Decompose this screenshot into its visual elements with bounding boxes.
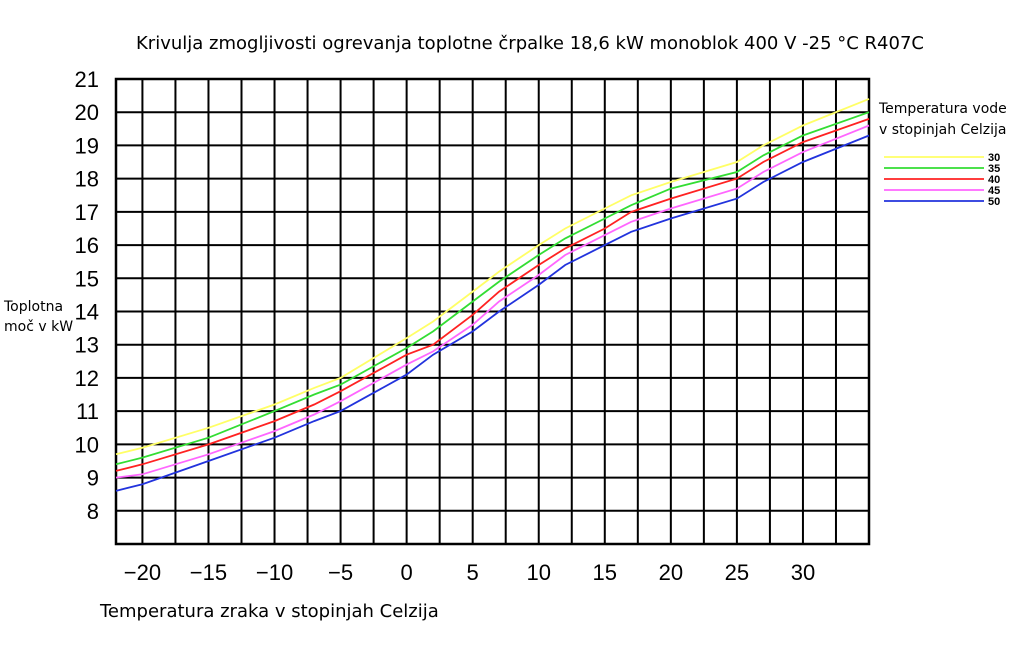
x-axis-label: Temperatura zraka v stopinjah Celzija — [99, 601, 439, 622]
legend-label-35: 35 — [988, 163, 1000, 175]
x-tick-label: 30 — [791, 560, 815, 585]
y-tick-label: 15 — [75, 266, 99, 291]
grid — [114, 77, 871, 546]
y-tick-label: 21 — [75, 67, 99, 92]
x-tick-label: 0 — [401, 560, 413, 585]
series-line-35 — [115, 111, 870, 466]
plot-frame — [114, 77, 871, 546]
series-line-30 — [115, 98, 870, 456]
y-axis-label-line-2: moč v kW — [4, 319, 73, 335]
legend-label-50: 50 — [988, 196, 1000, 208]
x-tick-label: −10 — [256, 560, 293, 585]
series-line-45 — [115, 124, 870, 479]
y-tick-label: 17 — [75, 200, 99, 225]
data-series — [115, 98, 870, 492]
y-tick-label: 9 — [87, 466, 99, 491]
y-tick-label: 18 — [75, 167, 99, 192]
y-tick-label: 20 — [75, 100, 99, 125]
legend-label-45: 45 — [988, 185, 1000, 197]
x-tick-label: 20 — [659, 560, 683, 585]
legend-label-30: 30 — [988, 152, 1000, 164]
y-tick-label: 11 — [76, 399, 99, 424]
x-tick-label: −15 — [190, 560, 227, 585]
x-tick-label: 5 — [467, 560, 479, 585]
series-line-50 — [115, 134, 870, 492]
legend-title-line-2: v stopinjah Celzija — [879, 122, 1007, 138]
x-tick-label: −5 — [328, 560, 353, 585]
x-tick-label: −20 — [124, 560, 161, 585]
y-tick-label: 16 — [75, 233, 99, 258]
x-tick-labels: −20 −15 −10 −5 0 5 10 15 20 25 30 — [124, 560, 815, 585]
y-tick-label: 19 — [75, 133, 99, 158]
legend-title-line-1: Temperatura vode — [878, 101, 1007, 117]
y-tick-label: 13 — [75, 333, 99, 358]
y-tick-label: 8 — [87, 499, 99, 524]
x-tick-label: 25 — [725, 560, 749, 585]
x-tick-label: 15 — [593, 560, 617, 585]
chart-title: Krivulja zmogljivosti ogrevanja toplotne… — [136, 33, 924, 54]
legend: Temperatura vode v stopinjah Celzija 303… — [878, 101, 1007, 208]
y-tick-label: 14 — [75, 300, 99, 325]
x-tick-label: 10 — [526, 560, 550, 585]
y-tick-label: 10 — [75, 432, 99, 457]
series-line-40 — [115, 118, 870, 472]
legend-label-40: 40 — [988, 174, 1000, 186]
y-tick-label: 12 — [75, 366, 99, 391]
y-tick-labels: 8 9 10 11 12 13 14 15 16 17 18 19 20 21 — [75, 67, 99, 524]
y-axis-label-line-1: Toplotna — [3, 299, 63, 315]
